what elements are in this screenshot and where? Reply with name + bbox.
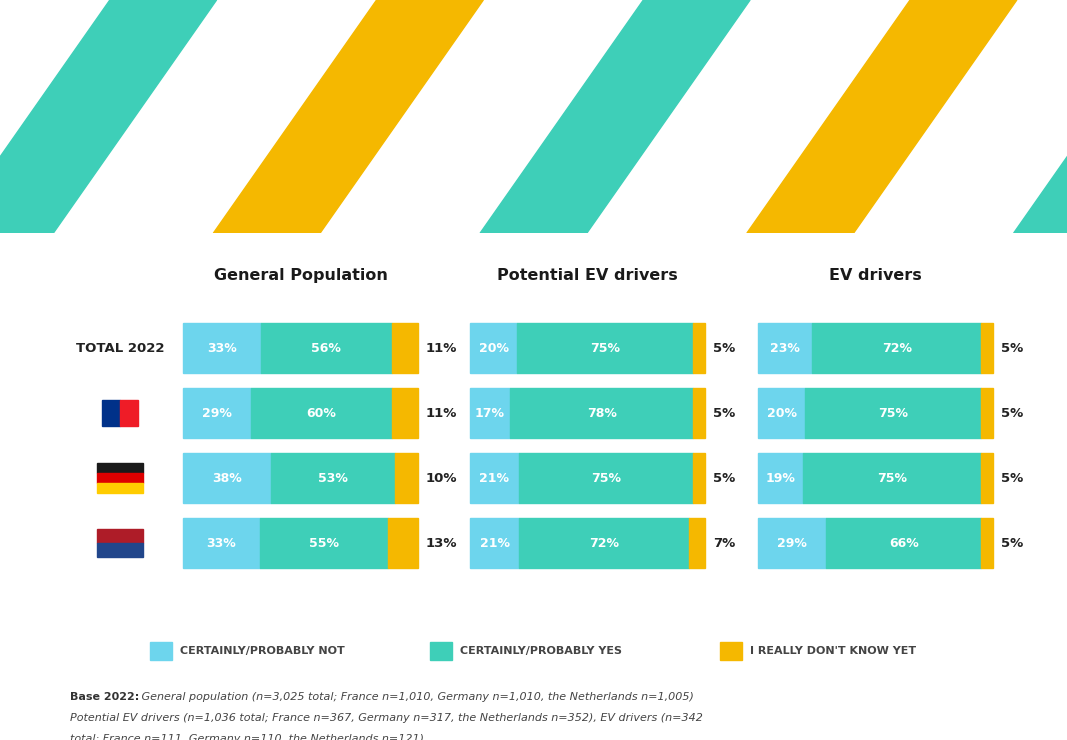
Text: Potential EV drivers (n=1,036 total; France n=367, Germany n=317, the Netherland: Potential EV drivers (n=1,036 total; Fra… — [70, 713, 703, 723]
Text: Potential EV drivers: Potential EV drivers — [497, 268, 678, 283]
Bar — [694, 323, 705, 373]
Text: 53%: 53% — [318, 471, 348, 485]
Text: 33%: 33% — [207, 536, 236, 550]
Text: General Population: General Population — [213, 268, 387, 283]
Bar — [97, 483, 143, 493]
Bar — [184, 453, 271, 503]
Bar — [150, 642, 172, 660]
Text: CERTAINLY/PROBABLY YES: CERTAINLY/PROBABLY YES — [460, 646, 622, 656]
Text: General population (n=3,025 total; France n=1,010, Germany n=1,010, the Netherla: General population (n=3,025 total; Franc… — [138, 692, 694, 702]
Text: 21%: 21% — [480, 536, 510, 550]
Text: 72%: 72% — [881, 342, 911, 354]
Text: 7%: 7% — [713, 536, 735, 550]
Text: 55%: 55% — [308, 536, 338, 550]
Text: 78%: 78% — [587, 406, 617, 420]
Text: 72%: 72% — [589, 536, 619, 550]
Text: 13%: 13% — [426, 536, 458, 550]
Bar — [758, 323, 812, 373]
Text: 20%: 20% — [478, 342, 509, 354]
Text: 75%: 75% — [590, 342, 620, 354]
Bar — [982, 453, 993, 503]
Bar — [120, 400, 138, 426]
Text: 11%: 11% — [426, 342, 458, 354]
Text: I REALLY DON'T KNOW YET: I REALLY DON'T KNOW YET — [750, 646, 917, 656]
Text: 23%: 23% — [770, 342, 800, 354]
Text: 29%: 29% — [777, 536, 807, 550]
Bar — [97, 463, 143, 473]
Polygon shape — [480, 0, 750, 233]
Bar — [387, 518, 418, 568]
Text: 17%: 17% — [475, 406, 505, 420]
Text: 60%: 60% — [306, 406, 336, 420]
Bar — [982, 323, 993, 373]
Text: 5%: 5% — [713, 471, 735, 485]
Bar — [393, 388, 418, 438]
Bar — [803, 453, 982, 503]
Text: TOTAL 2022: TOTAL 2022 — [76, 342, 164, 354]
Text: 66%: 66% — [889, 536, 919, 550]
Bar — [510, 388, 694, 438]
Text: 5%: 5% — [1001, 471, 1023, 485]
Bar — [97, 529, 143, 543]
Bar — [694, 453, 705, 503]
Text: 5%: 5% — [1001, 406, 1023, 420]
Bar — [395, 453, 418, 503]
Bar — [517, 323, 694, 373]
Bar — [260, 323, 393, 373]
Bar — [97, 473, 143, 483]
Text: 56%: 56% — [312, 342, 341, 354]
Text: 33%: 33% — [207, 342, 237, 354]
Text: 10%: 10% — [426, 471, 458, 485]
Text: 38%: 38% — [212, 471, 242, 485]
Bar — [259, 518, 387, 568]
Text: 29%: 29% — [202, 406, 232, 420]
Bar — [982, 388, 993, 438]
Text: 19%: 19% — [766, 471, 796, 485]
Bar — [520, 518, 688, 568]
Bar — [469, 453, 519, 503]
Text: 75%: 75% — [878, 406, 908, 420]
Polygon shape — [1014, 0, 1067, 233]
Bar — [519, 453, 694, 503]
Bar — [758, 388, 805, 438]
Text: Base 2022:: Base 2022: — [70, 692, 140, 702]
Text: 5%: 5% — [1001, 536, 1023, 550]
Text: 21%: 21% — [479, 471, 509, 485]
Text: 75%: 75% — [877, 471, 907, 485]
Text: 5%: 5% — [1001, 342, 1023, 354]
Polygon shape — [747, 0, 1017, 233]
Bar — [469, 323, 517, 373]
Bar — [430, 642, 452, 660]
Bar — [184, 388, 251, 438]
Text: CERTAINLY/PROBABLY NOT: CERTAINLY/PROBABLY NOT — [180, 646, 345, 656]
Bar — [184, 518, 259, 568]
Text: 20%: 20% — [766, 406, 796, 420]
Bar — [469, 388, 510, 438]
Bar — [393, 323, 418, 373]
Bar — [694, 388, 705, 438]
Bar — [102, 400, 120, 426]
Text: 11%: 11% — [426, 406, 458, 420]
Bar — [271, 453, 395, 503]
Bar — [758, 518, 826, 568]
Polygon shape — [213, 0, 483, 233]
Text: total; France n=111, Germany n=110, the Netherlands n=121).: total; France n=111, Germany n=110, the … — [70, 734, 428, 740]
Text: 75%: 75% — [591, 471, 621, 485]
Bar — [826, 518, 982, 568]
Bar — [982, 518, 993, 568]
Bar — [97, 543, 143, 557]
Text: 5%: 5% — [713, 342, 735, 354]
Bar — [812, 323, 982, 373]
Text: 5%: 5% — [713, 406, 735, 420]
Bar — [758, 453, 803, 503]
Text: EV drivers: EV drivers — [829, 268, 922, 283]
Bar — [251, 388, 393, 438]
Bar — [720, 642, 742, 660]
Polygon shape — [0, 0, 217, 233]
Bar — [805, 388, 982, 438]
Bar — [184, 323, 260, 373]
Bar — [469, 518, 520, 568]
Bar — [688, 518, 705, 568]
